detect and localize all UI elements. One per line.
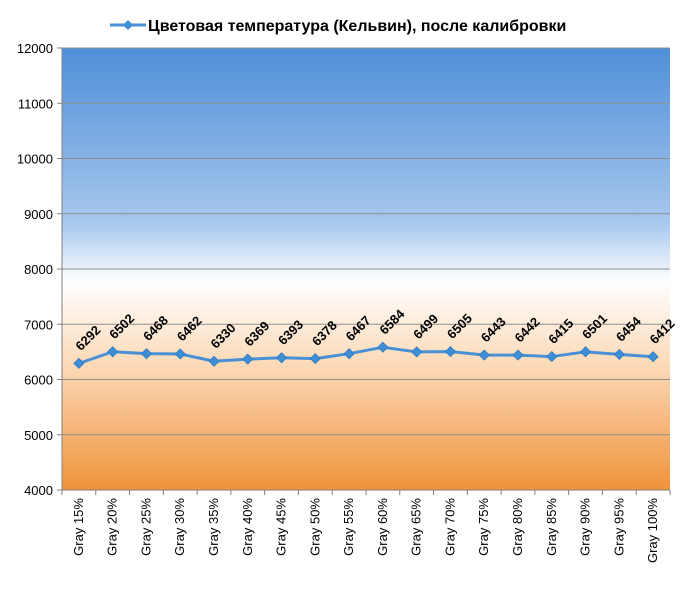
data-point — [411, 346, 423, 358]
x-tick-label: Gray 45% — [274, 498, 289, 556]
data-point — [140, 348, 153, 360]
data-point — [309, 353, 321, 365]
x-tick-label: Gray 40% — [240, 498, 255, 556]
x-tick-label: Gray 15% — [71, 498, 86, 556]
y-tick-label: 12000 — [17, 41, 53, 56]
x-tick-label: Gray 60% — [375, 498, 390, 556]
y-tick-label: 10000 — [17, 152, 53, 167]
data-point — [242, 353, 254, 365]
data-point — [275, 352, 288, 364]
x-tick-label: Gray 100% — [645, 498, 660, 563]
x-tick-label: Gray 55% — [341, 498, 356, 556]
data-point — [107, 346, 119, 358]
data-point — [208, 355, 220, 367]
y-tick-label: 6000 — [24, 373, 53, 388]
y-tick-label: 9000 — [24, 207, 53, 222]
x-tick-label: Gray 70% — [442, 498, 457, 556]
series — [73, 341, 659, 369]
x-tick-label: Gray 75% — [476, 498, 491, 556]
y-tick-label: 5000 — [24, 428, 53, 443]
data-point — [512, 349, 524, 361]
y-tick-label: 7000 — [24, 317, 53, 332]
x-tick-label: Gray 35% — [206, 498, 221, 556]
legend-label: Цветовая температура (Кельвин), после ка… — [148, 18, 566, 35]
y-tick-label: 11000 — [18, 96, 53, 111]
data-point — [73, 357, 85, 369]
data-point — [613, 348, 625, 360]
data-point — [579, 346, 592, 358]
y-tick-label: 4000 — [24, 483, 53, 498]
x-tick-label: Gray 20% — [105, 498, 120, 556]
data-point — [174, 348, 186, 360]
x-tick-label: Gray 65% — [409, 498, 424, 556]
y-tick-label: 8000 — [24, 262, 53, 277]
x-tick-label: Gray 80% — [510, 498, 525, 556]
series-line — [78, 345, 654, 365]
data-point — [478, 349, 490, 361]
x-tick-label: Gray 30% — [172, 498, 187, 556]
x-tick-label: Gray 25% — [138, 498, 153, 556]
data-point — [546, 351, 558, 363]
x-tick-label: Gray 85% — [544, 498, 559, 556]
axes: 4000 5000 6000 7000 8000 9000 10000 11000 12000 G… — [17, 41, 671, 563]
data-point — [377, 341, 389, 353]
x-tick-label: Gray 95% — [611, 498, 626, 556]
legend: Цветовая температура (Кельвин), после ка… — [110, 18, 566, 35]
x-tick-label: Gray 50% — [307, 498, 322, 556]
legend-marker — [123, 20, 133, 30]
data-point — [647, 351, 659, 363]
x-tick-label: Gray 90% — [578, 498, 593, 556]
data-point — [343, 348, 355, 360]
data-point — [444, 346, 457, 358]
